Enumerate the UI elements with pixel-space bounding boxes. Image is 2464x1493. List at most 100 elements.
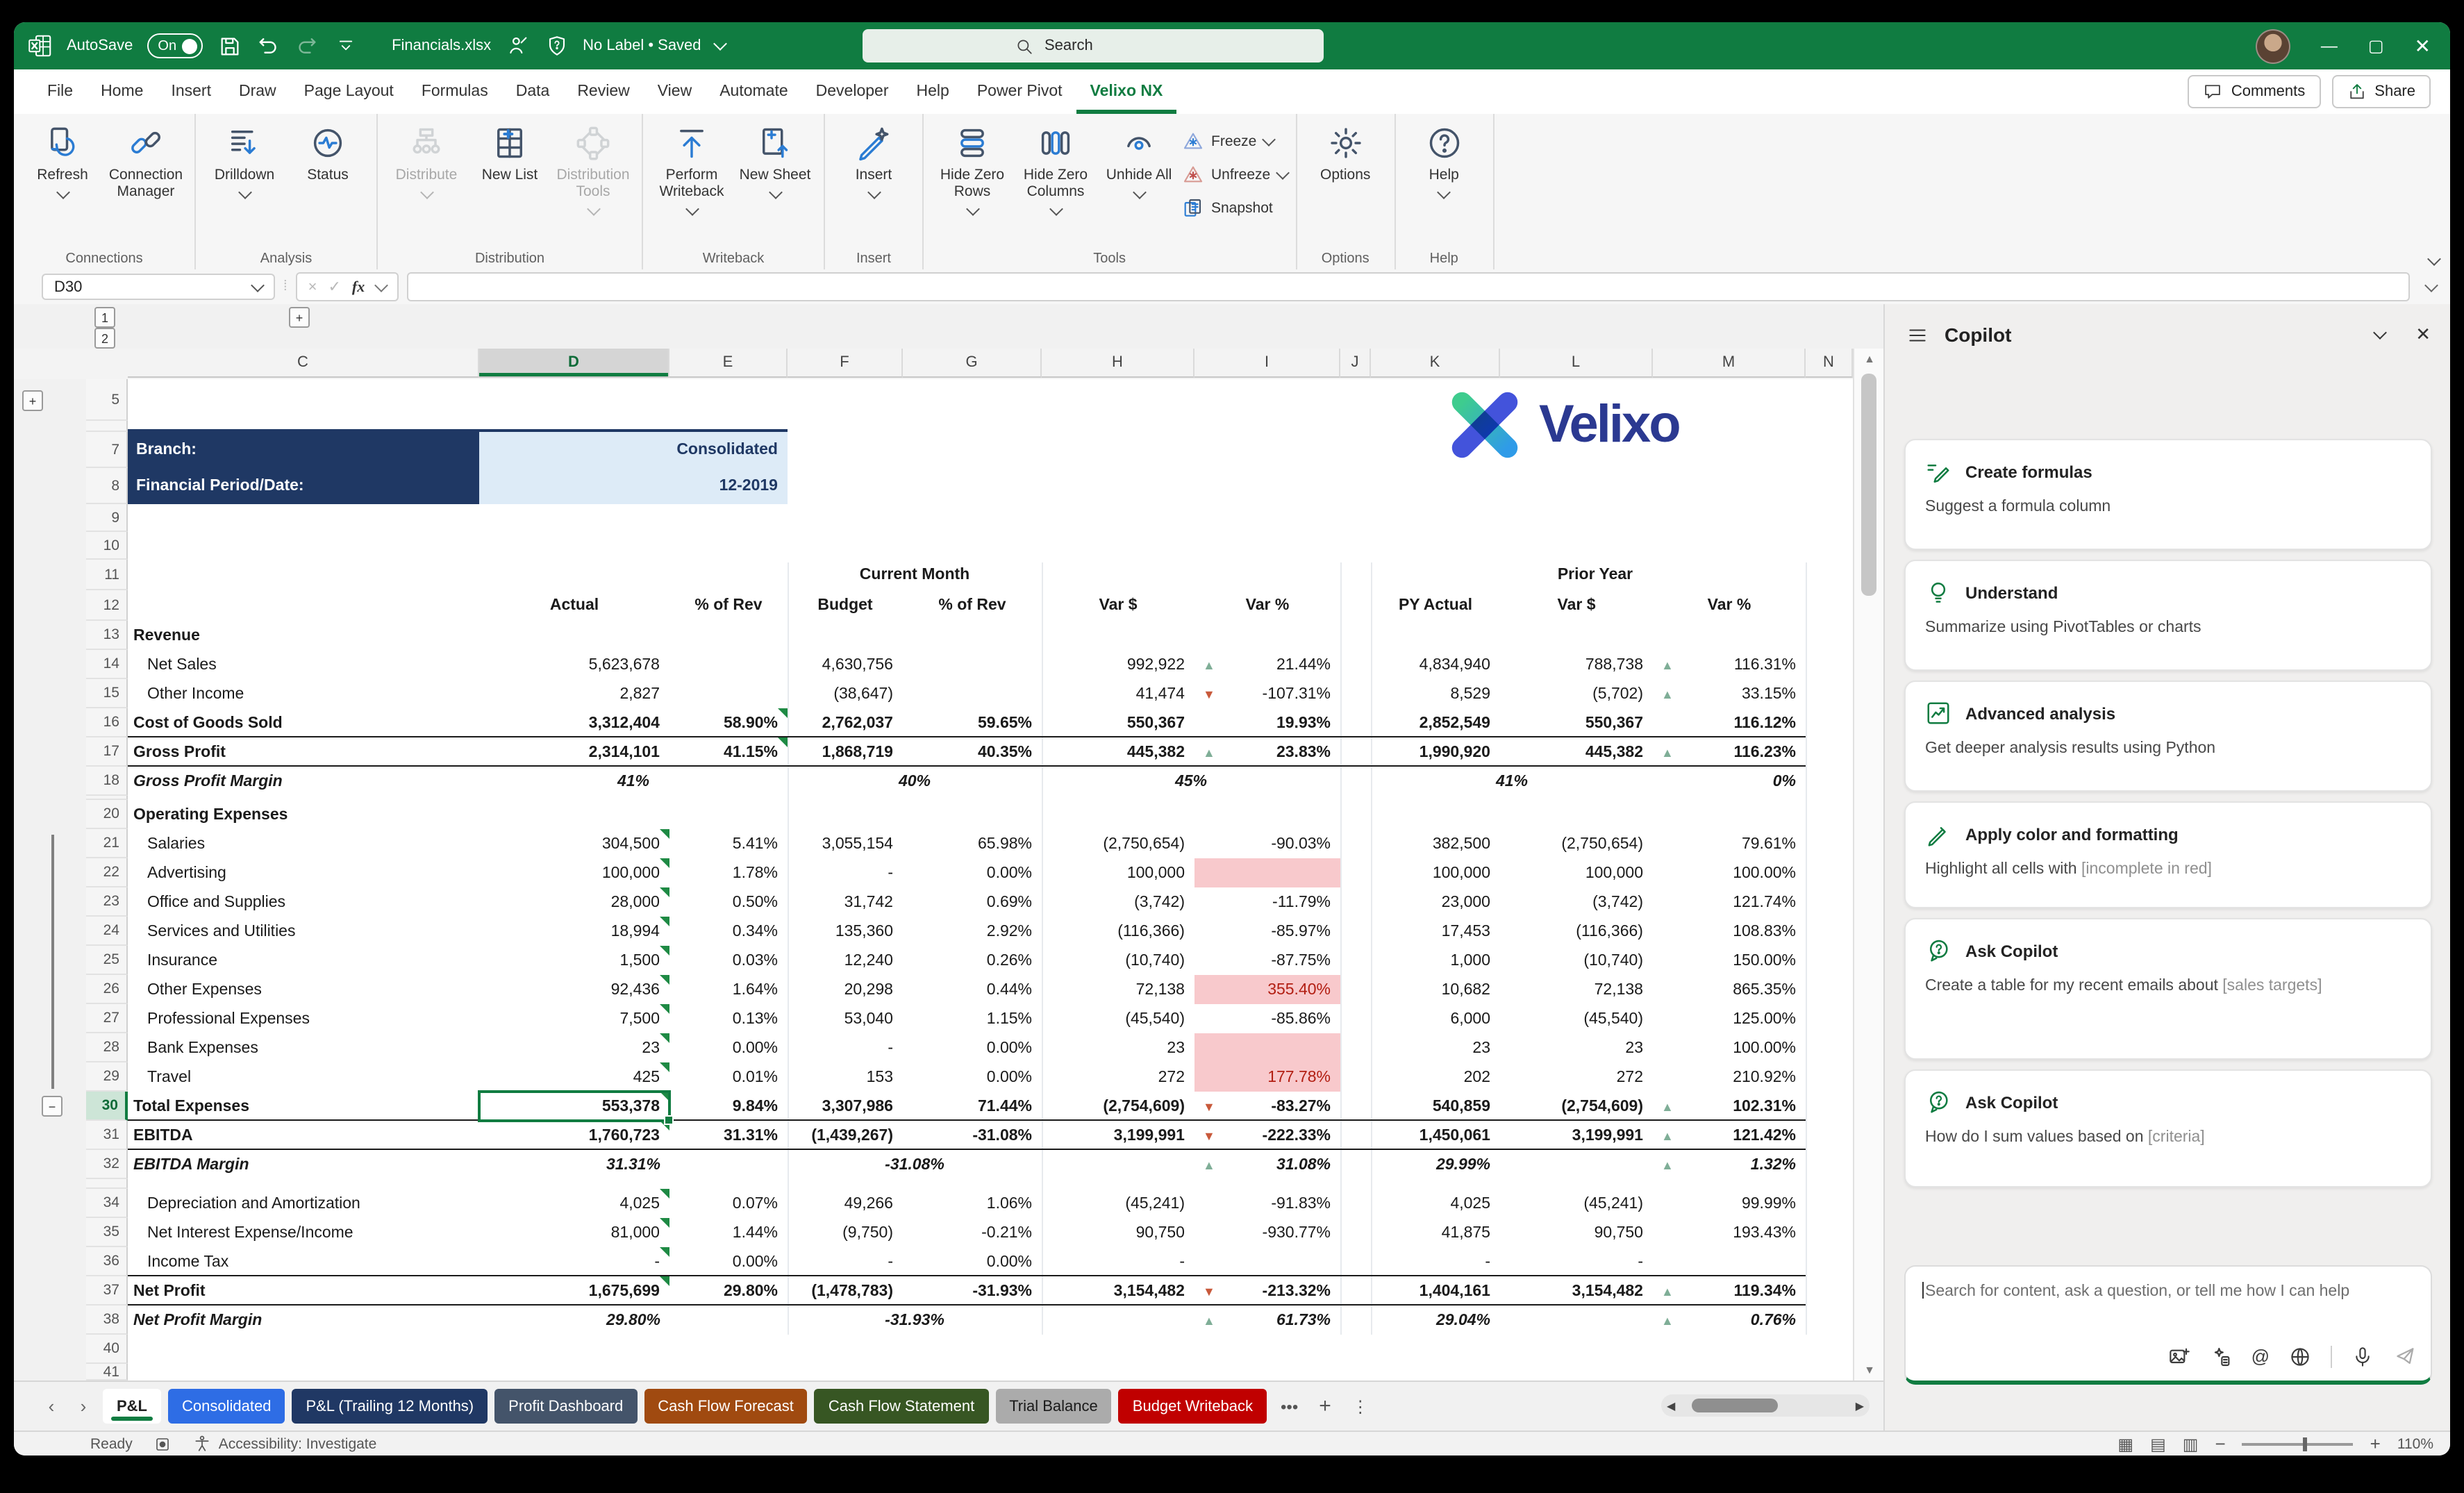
cell-G[interactable]: 0.00% [986, 1253, 1032, 1270]
cell-K[interactable]: 100,000 [1432, 865, 1490, 881]
cell-E[interactable]: 0.00% [732, 1040, 778, 1056]
row-label[interactable]: Professional Expenses [147, 1010, 310, 1027]
sheet-tab-p-l-trailing-12-months-[interactable]: P&L (Trailing 12 Months) [292, 1389, 488, 1424]
sheet-tab-cash-flow-forecast[interactable]: Cash Flow Forecast [644, 1389, 808, 1424]
collapse-ribbon-chevron-icon[interactable] [2427, 252, 2441, 266]
ribbon-tab-view[interactable]: View [657, 83, 692, 100]
sheet-tab-profit-dashboard[interactable]: Profit Dashboard [494, 1389, 638, 1424]
column-header-F[interactable]: F [788, 349, 903, 378]
info-label[interactable]: Branch: [128, 432, 479, 468]
new-list-button[interactable]: New List [469, 119, 550, 183]
table-col-header-d[interactable]: Actual [549, 597, 599, 614]
column-header-N[interactable]: N [1806, 349, 1853, 378]
row-label[interactable]: EBITDA [133, 1127, 193, 1144]
mention-icon[interactable]: @ [2251, 1345, 2270, 1367]
cell-F[interactable]: - [888, 865, 893, 881]
copilot-close-icon[interactable]: ✕ [2415, 324, 2431, 344]
scroll-up-icon[interactable]: ▲ [1864, 353, 1875, 365]
row-label[interactable]: Salaries [147, 835, 206, 852]
cell-G[interactable]: 0.44% [986, 981, 1032, 998]
ribbon-tab-home[interactable]: Home [101, 83, 144, 100]
cell-H[interactable]: 90,750 [1135, 1224, 1185, 1241]
expand-columns-button[interactable]: + [289, 307, 310, 328]
cell-G[interactable]: -31.08% [972, 1127, 1032, 1144]
ribbon-tab-velixo-nx[interactable]: Velixo NX [1076, 69, 1177, 114]
cell-L[interactable]: 272 [1616, 1069, 1643, 1085]
cell-E[interactable]: 0.13% [732, 1010, 778, 1027]
cell-M[interactable]: 79.61% [1741, 835, 1796, 852]
info-label[interactable]: Financial Period/Date: [128, 468, 479, 504]
column-header-E[interactable]: E [669, 349, 788, 378]
cell-I[interactable]: 177.78% [1194, 1062, 1340, 1092]
cell-G[interactable]: 40.35% [977, 744, 1032, 760]
cell-E[interactable]: 1.64% [732, 981, 778, 998]
cell-H[interactable]: 445,382 [1126, 744, 1185, 760]
cell-K[interactable]: 10,682 [1441, 981, 1490, 998]
cell-M[interactable]: 0% [1772, 773, 1796, 790]
cell-K[interactable]: 29.99% [1435, 1156, 1490, 1173]
prompt-library-icon[interactable] [2210, 1346, 2232, 1368]
cell-M[interactable]: 865.35% [1733, 981, 1796, 998]
cell-I[interactable]: ▼ -222.33% [1203, 1127, 1331, 1144]
cell-M[interactable]: ▲ 1.32% [1661, 1156, 1796, 1173]
info-value[interactable]: 12-2019 [479, 468, 788, 504]
accessibility-status[interactable]: Accessibility: Investigate [218, 1435, 377, 1452]
row-label[interactable]: Advertising [147, 865, 226, 881]
cell-K[interactable]: - [1485, 1253, 1490, 1270]
cell-M[interactable]: 100.00% [1733, 865, 1796, 881]
copilot-card-apply-color-and-formatting[interactable]: Apply color and formatting Highlight all… [1904, 801, 2432, 908]
cell-M[interactable]: 125.00% [1733, 1010, 1796, 1027]
row-label[interactable]: Net Profit [133, 1283, 206, 1299]
cell-F[interactable]: 31,742 [844, 894, 893, 910]
save-icon[interactable] [217, 33, 242, 58]
cell-D[interactable]: 1,675,699 [479, 1276, 669, 1306]
worksheet-grid[interactable]: 1 2 + 1 2CDEFGHIJKLMN57Branch:Consolidat… [14, 304, 1883, 1381]
cell-H[interactable]: 3,199,991 [1113, 1127, 1185, 1144]
table-col-header-i[interactable]: Var % [1245, 597, 1290, 614]
cell-H[interactable]: (116,366) [1117, 923, 1185, 940]
cell-L[interactable]: (2,750,654) [1561, 835, 1643, 852]
row-header-24[interactable]: 24 [86, 917, 128, 946]
cell-G[interactable]: 1.15% [986, 1010, 1032, 1027]
column-header-G[interactable]: G [903, 349, 1042, 378]
cell-L[interactable]: 90,750 [1594, 1224, 1643, 1241]
cell-I[interactable]: 19.93% [1276, 715, 1331, 731]
options-button[interactable]: Options [1305, 119, 1385, 183]
row-header-29[interactable]: 29 [86, 1062, 128, 1092]
author-activity-icon[interactable] [505, 33, 530, 58]
sheet-tab-p-l[interactable]: P&L [103, 1389, 161, 1424]
column-outline-level-1-button[interactable]: 1 [94, 307, 115, 328]
column-header-I[interactable]: I [1194, 349, 1340, 378]
ribbon-tab-insert[interactable]: Insert [171, 83, 211, 100]
collapse-rows-button[interactable]: − [42, 1096, 63, 1117]
scroll-thumb[interactable] [1861, 374, 1876, 596]
row-label[interactable]: Other Income [147, 685, 244, 702]
cell-K[interactable]: 4,025 [1450, 1195, 1490, 1212]
row-header-28[interactable]: 28 [86, 1033, 128, 1062]
cell-D[interactable]: 304,500 [479, 829, 669, 858]
cell-K[interactable]: 4,834,940 [1419, 656, 1490, 673]
row-header-11[interactable]: 11 [86, 560, 128, 590]
sheet-tab-consolidated[interactable]: Consolidated [168, 1389, 285, 1424]
normal-view-icon[interactable]: ▦ [2117, 1434, 2134, 1453]
row-header-13[interactable]: 13 [86, 621, 128, 650]
name-box-chevron-icon[interactable] [251, 278, 265, 292]
cell-K[interactable]: 1,450,061 [1419, 1127, 1490, 1144]
cell-F[interactable]: 2,762,037 [822, 715, 893, 731]
column-header-M[interactable]: M [1653, 349, 1806, 378]
undo-icon[interactable] [256, 33, 281, 58]
row-header-9[interactable]: 9 [86, 504, 128, 532]
cell-D[interactable]: 18,994 [479, 917, 669, 946]
cell-M[interactable]: ▲ 116.31% [1661, 656, 1796, 673]
row-header-34[interactable]: 34 [86, 1189, 128, 1218]
cell-L[interactable]: 3,154,482 [1572, 1283, 1643, 1299]
cell-H[interactable]: 992,922 [1126, 656, 1185, 673]
cell-I[interactable]: -87.75% [1271, 952, 1331, 969]
row-label[interactable]: Net Sales [147, 656, 217, 673]
cell-F[interactable]: - [888, 1040, 893, 1056]
row-label[interactable]: Office and Supplies [147, 894, 286, 910]
cell-F[interactable]: 3,307,986 [822, 1098, 893, 1115]
copilot-card-advanced-analysis[interactable]: Advanced analysis Get deeper analysis re… [1904, 681, 2432, 792]
cell-G[interactable]: 0.00% [986, 865, 1032, 881]
cell-M[interactable]: 150.00% [1733, 952, 1796, 969]
